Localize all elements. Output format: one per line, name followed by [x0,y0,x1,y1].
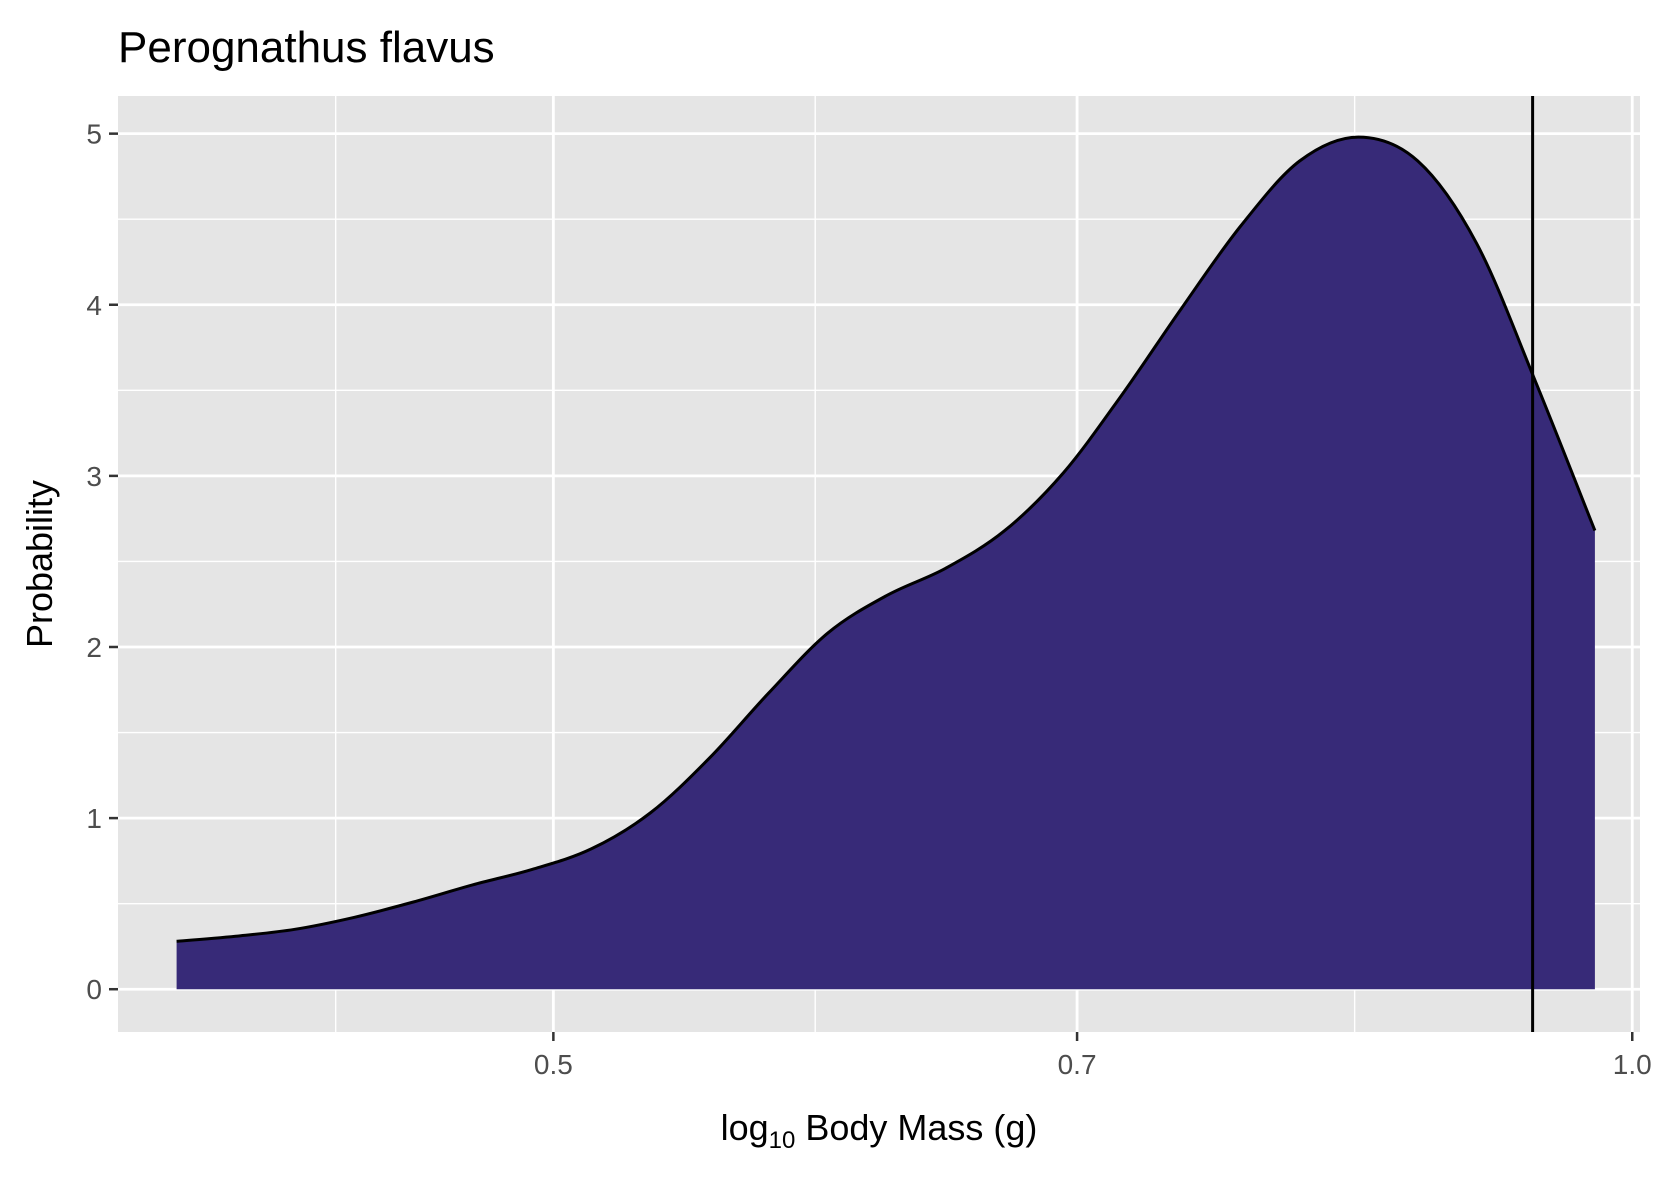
x-tick-label: 1.0 [1613,1049,1652,1080]
x-axis-title-subscript: 10 [769,1127,796,1154]
y-tick-label: 1 [86,803,102,834]
chart-title: Perognathus flavus [118,23,495,72]
x-axis-title-unit: (g) [993,1107,1037,1148]
y-tick-label: 5 [86,119,102,150]
y-axis: 0 1 2 3 4 5 [86,119,118,1005]
y-axis-title: Probability [19,480,60,648]
density-area [176,137,1595,990]
y-tick-label: 2 [86,632,102,663]
y-tick-label: 0 [86,974,102,1005]
x-axis-title-text: Body Mass [795,1107,993,1148]
x-axis-title: log10 Body Mass (g) [721,1107,1038,1154]
x-axis-title-log: log [721,1107,769,1148]
y-tick-label: 3 [86,461,102,492]
x-tick-label: 0.7 [1058,1049,1097,1080]
y-tick-label: 4 [86,290,102,321]
density-line [176,135,1597,943]
x-axis: 0.5 0.7 1.0 [534,1032,1652,1080]
x-tick-label: 0.5 [534,1049,573,1080]
